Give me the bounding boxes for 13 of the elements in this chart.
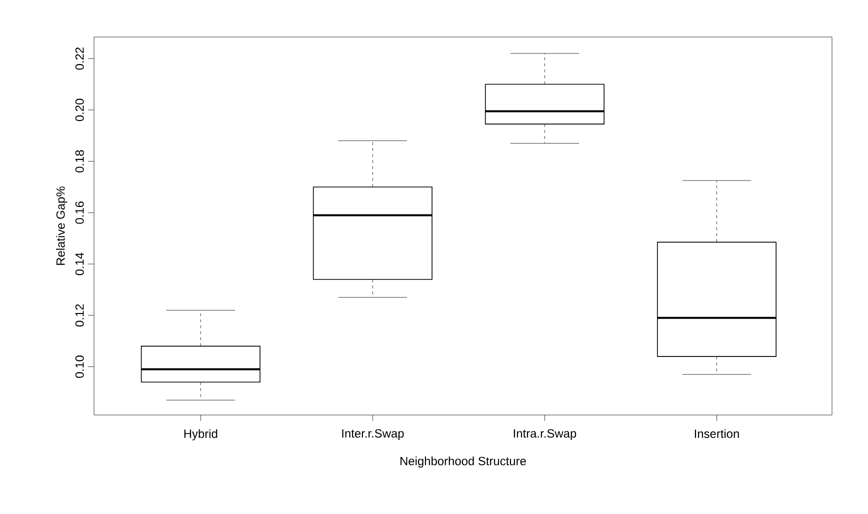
x-tick-label: Intra.r.Swap <box>514 429 576 440</box>
x-tick-label: Inter.r.Swap <box>342 429 404 440</box>
x-tick-label: Hybrid <box>184 429 218 440</box>
y-tick-label: 0.18 <box>75 150 84 172</box>
x-axis-title: Neighborhood Structure <box>400 456 526 468</box>
x-tick-label: Insertion <box>694 429 739 438</box>
y-tick-label: 0.16 <box>75 202 84 224</box>
y-tick-label: 0.12 <box>75 304 84 327</box>
y-tick-label: 0.10 <box>75 356 84 378</box>
y-tick-label: 0.22 <box>75 48 84 70</box>
y-axis-title: Relative Gap% <box>56 186 68 265</box>
y-tick-label: 0.14 <box>75 252 84 276</box>
y-tick-label: 0.20 <box>75 98 84 122</box>
